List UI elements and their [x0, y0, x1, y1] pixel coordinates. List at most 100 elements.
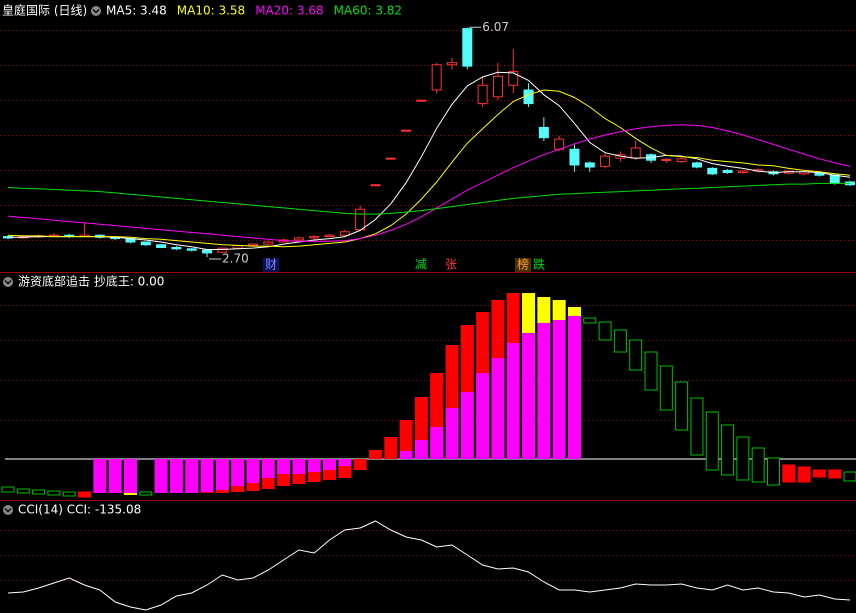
- stick-bar: [323, 470, 337, 480]
- candle-body: [156, 244, 167, 248]
- collapse-icon[interactable]: [91, 6, 101, 16]
- stick-box: [613, 329, 627, 353]
- candle-body: [247, 243, 258, 246]
- ma-line: [7, 89, 851, 248]
- stick-box: [16, 488, 30, 494]
- candle-body: [446, 62, 457, 66]
- stick-bar: [414, 440, 428, 459]
- stick-bar: [567, 316, 581, 459]
- candle-body: [538, 126, 549, 139]
- stick-bar: [307, 459, 321, 472]
- collapse-icon[interactable]: [3, 505, 13, 515]
- stick-box: [767, 457, 780, 486]
- candle-body: [462, 28, 473, 67]
- stick-bar: [399, 420, 413, 451]
- candle-body: [140, 241, 151, 246]
- stick-bar: [292, 474, 306, 484]
- stick-bar: [200, 459, 214, 492]
- stick-bar: [169, 459, 183, 493]
- stick-box: [659, 365, 673, 411]
- ma-line: [7, 182, 851, 215]
- stick-box: [32, 489, 46, 495]
- stick-box: [62, 491, 76, 497]
- stick-box: [675, 381, 689, 431]
- stick-bar: [108, 459, 122, 493]
- stick-box: [598, 321, 612, 341]
- legend-entry: MA10: 3.58: [177, 4, 245, 18]
- candle-body: [370, 184, 381, 187]
- annotation-label: 2.70: [222, 252, 249, 266]
- candle-body: [355, 208, 366, 231]
- candle-body: [217, 247, 228, 253]
- stick-bar: [231, 459, 245, 486]
- event-marker[interactable]: 张: [445, 258, 457, 272]
- event-marker[interactable]: 财: [265, 258, 277, 272]
- stick-box: [690, 397, 704, 456]
- candle-body: [676, 158, 687, 163]
- stick-box: [139, 491, 153, 496]
- candle-body: [186, 248, 197, 251]
- candle-body: [630, 147, 641, 159]
- candle-body: [263, 241, 274, 245]
- stick-bar: [154, 459, 168, 493]
- stick-box: [812, 469, 826, 478]
- event-marker[interactable]: 榜: [517, 257, 529, 272]
- stick-bar: [567, 307, 581, 316]
- stick-bar: [368, 450, 382, 459]
- legend-entry: MA20: 3.68: [255, 4, 323, 18]
- candle-body: [661, 159, 672, 162]
- candle-body: [492, 75, 503, 98]
- cci-line: [7, 520, 851, 611]
- stick-bar: [292, 459, 306, 474]
- candle-body: [737, 170, 748, 173]
- stick-box: [583, 317, 597, 324]
- candle-body: [722, 169, 733, 173]
- stick-bar: [200, 492, 214, 493]
- panel-title: CCI(14) CCI: -135.08: [18, 503, 141, 517]
- marker-bg: [515, 258, 531, 272]
- event-marker[interactable]: 减: [415, 258, 427, 272]
- stick-box: [736, 436, 750, 481]
- stick-box: [78, 491, 92, 498]
- stick-bar: [506, 343, 520, 459]
- stick-bar: [215, 490, 229, 493]
- annotation-label: 6.07: [482, 20, 509, 34]
- collapse-icon[interactable]: [3, 277, 13, 287]
- stick-bar: [414, 397, 428, 440]
- stick-bar: [506, 293, 520, 343]
- stick-bar: [522, 293, 536, 333]
- candle-body: [829, 174, 840, 184]
- legend-entry: MA60: 3.82: [334, 4, 402, 18]
- candle-body: [707, 167, 718, 175]
- candle-body: [339, 231, 350, 236]
- stick-bar: [123, 493, 137, 495]
- legend-entry: MA5: 3.48: [106, 4, 167, 18]
- stick-bar: [552, 300, 566, 320]
- stick-bar: [491, 358, 505, 459]
- stick-bar: [460, 392, 474, 459]
- stick-box: [797, 466, 811, 483]
- stick-bar: [246, 483, 260, 491]
- stick-box: [644, 351, 658, 391]
- stick-bar: [552, 320, 566, 459]
- chart-title: 皇庭国际 (日线): [2, 3, 87, 18]
- stick-bar: [215, 459, 229, 490]
- stick-bar: [430, 373, 444, 427]
- event-marker[interactable]: 跌: [533, 257, 545, 272]
- candle-body: [385, 157, 396, 160]
- stick-bar: [430, 427, 444, 459]
- stick-bar: [522, 333, 536, 459]
- stick-bar: [123, 459, 137, 493]
- candle-body: [584, 162, 595, 168]
- candle-body: [309, 236, 320, 239]
- stick-box: [828, 469, 842, 479]
- candle-body: [171, 246, 182, 250]
- stick-bar: [261, 459, 275, 478]
- marker-bg: [263, 258, 279, 272]
- stick-bar: [353, 459, 367, 470]
- stick-box: [705, 411, 719, 471]
- stick-bar: [399, 451, 413, 459]
